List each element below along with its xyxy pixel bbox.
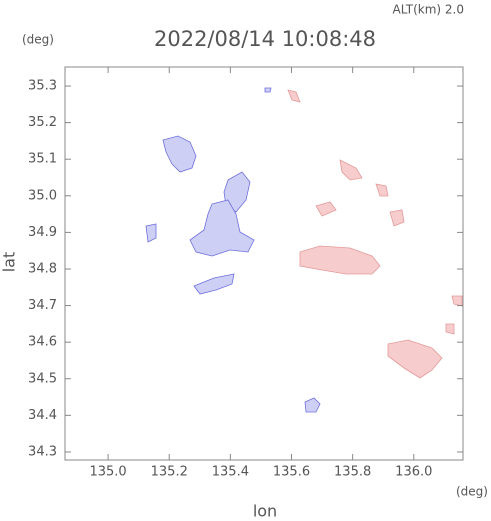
- echo-blob: [389, 209, 405, 227]
- altitude-label: ALT(km) 2.0: [393, 3, 464, 17]
- y-tick-label: 35.0: [28, 188, 57, 203]
- echo-blob: [264, 87, 272, 93]
- y-tick-label: 34.6: [28, 335, 57, 350]
- x-unit: (deg): [456, 485, 488, 499]
- x-tick-label: 135.0: [89, 465, 126, 480]
- echo-blob: [299, 245, 381, 275]
- y-tick-label: 34.9: [28, 225, 57, 240]
- echo-blob: [145, 223, 157, 243]
- echo-blob: [189, 199, 255, 257]
- y-unit: (deg): [22, 33, 54, 47]
- x-tick-label: 136.0: [395, 465, 432, 480]
- y-tick-label: 35.3: [28, 79, 57, 94]
- echo-blob: [451, 295, 463, 307]
- echo-blob: [223, 171, 251, 213]
- x-tick-label: 135.6: [273, 465, 310, 480]
- echo-blob: [339, 159, 363, 181]
- y-tick-label: 34.5: [28, 371, 57, 386]
- x-axis-label: lon: [253, 502, 277, 521]
- echo-blob: [315, 201, 337, 217]
- echo-blob: [162, 135, 197, 173]
- y-tick-label: 34.8: [28, 261, 57, 276]
- echo-blob: [375, 183, 389, 197]
- echo-blob: [304, 397, 321, 413]
- x-tick-label: 135.2: [151, 465, 188, 480]
- y-tick-label: 34.4: [28, 408, 57, 423]
- echo-blob: [287, 89, 301, 103]
- echo-blob: [445, 323, 455, 335]
- x-tick-label: 135.8: [334, 465, 371, 480]
- chart-title: 2022/08/14 10:08:48: [154, 27, 376, 51]
- y-tick-label: 34.3: [28, 444, 57, 459]
- plot-frame: [64, 66, 464, 461]
- echo-blob: [387, 339, 443, 379]
- x-tick-label: 135.4: [212, 465, 249, 480]
- y-tick-label: 35.2: [28, 115, 57, 130]
- echo-field: [145, 87, 463, 413]
- y-axis-label: lat: [0, 252, 19, 273]
- echo-blob: [193, 273, 235, 295]
- y-tick-label: 34.7: [28, 298, 57, 313]
- y-tick-label: 35.1: [28, 152, 57, 167]
